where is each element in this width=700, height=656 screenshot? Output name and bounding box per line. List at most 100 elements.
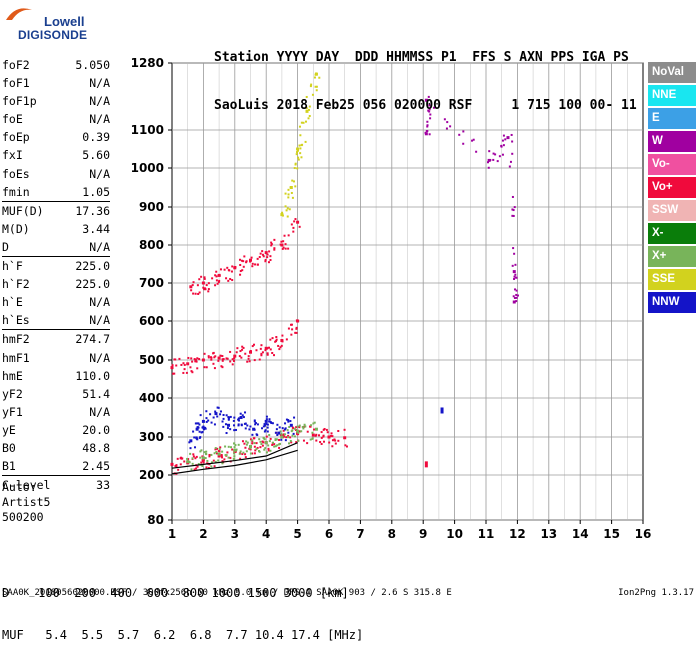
param-row: hmF1 N/A	[2, 349, 110, 367]
echo-point	[245, 450, 248, 453]
echo-point	[235, 351, 238, 354]
echo-point	[297, 433, 300, 436]
echo-point	[514, 288, 517, 291]
echo-point	[292, 432, 295, 435]
echo-point	[296, 149, 299, 152]
echo-point	[204, 427, 207, 430]
echo-point	[296, 220, 300, 224]
echo-point	[320, 436, 323, 439]
echo-point	[254, 449, 257, 452]
echo-point	[182, 371, 185, 374]
echo-point	[269, 259, 272, 262]
echo-point	[256, 423, 259, 426]
echo-point	[310, 424, 313, 427]
echo-point	[217, 406, 220, 409]
echo-point	[224, 423, 227, 426]
echo-point	[253, 452, 256, 455]
echo-point	[198, 430, 201, 433]
param-name: foEp	[2, 130, 30, 145]
echo-point	[246, 441, 249, 444]
echo-point	[295, 441, 298, 444]
echo-point	[233, 354, 237, 358]
echo-point	[273, 443, 276, 446]
echo-point	[205, 420, 208, 423]
echo-point	[210, 465, 213, 468]
echo-point	[198, 291, 201, 294]
file-info-footer: SAA0K_2018056020000.RSF / 300fx256h 50 k…	[2, 588, 452, 598]
y-tick-label: 300	[139, 430, 164, 444]
echo-point	[210, 453, 213, 456]
echo-point	[242, 265, 245, 268]
echo-point	[200, 431, 203, 434]
echo-point	[264, 349, 267, 352]
echo-point	[237, 417, 240, 420]
echo-point	[309, 425, 312, 428]
echo-point	[291, 434, 294, 437]
echo-point	[190, 289, 193, 292]
echo-point	[218, 447, 221, 450]
echo-point	[239, 270, 242, 273]
echo-point	[426, 99, 429, 102]
echo-point	[241, 348, 244, 351]
echo-point	[488, 150, 491, 153]
echo-point	[284, 433, 287, 436]
echo-point	[511, 264, 514, 267]
echo-point	[242, 346, 245, 349]
echo-point	[224, 454, 227, 457]
echo-point	[183, 368, 186, 371]
echo-point	[512, 214, 515, 217]
echo-point	[426, 125, 429, 128]
echo-point	[310, 83, 313, 86]
echo-point	[334, 442, 337, 445]
echo-point	[251, 452, 254, 455]
param-row: foF1p N/A	[2, 92, 110, 110]
echo-point	[179, 457, 182, 460]
param-row: hmF2 274.7	[2, 329, 110, 348]
echo-point	[264, 251, 268, 255]
echo-point	[322, 434, 325, 437]
echo-point	[313, 76, 316, 79]
echo-point	[228, 269, 231, 272]
echo-point	[230, 446, 233, 449]
param-name: hmE	[2, 368, 23, 383]
echo-point	[214, 460, 217, 463]
echo-point	[443, 118, 446, 121]
echo-point	[203, 352, 206, 355]
legend-item-nnw: NNW	[648, 292, 696, 313]
echo-point	[512, 270, 516, 274]
echo-point	[270, 243, 273, 246]
echo-point	[240, 259, 243, 262]
echo-point	[207, 356, 210, 359]
logo-digisonde: DIGISONDE	[18, 28, 88, 42]
echo-point	[258, 358, 261, 361]
echo-point	[290, 430, 293, 433]
y-tick-label: 1100	[131, 123, 164, 137]
x-tick-label: 9	[419, 527, 427, 541]
echo-point	[330, 432, 333, 435]
param-value: 51.4	[82, 386, 110, 401]
echo-point	[213, 423, 216, 426]
echo-point	[291, 179, 294, 182]
param-name: h`F2	[2, 277, 30, 292]
echo-point	[285, 436, 288, 439]
echo-point	[231, 279, 234, 282]
autoscaling-info: Auto: Artist5 500200	[2, 480, 50, 525]
echo-point	[300, 430, 303, 433]
echo-point	[189, 285, 193, 289]
echo-point	[194, 457, 197, 460]
echo-point	[261, 427, 264, 430]
echo-point	[306, 430, 309, 433]
param-name: fxI	[2, 148, 23, 163]
echo-point	[307, 108, 310, 111]
echo-point	[309, 438, 312, 441]
echo-point	[279, 346, 282, 349]
param-row: M(D) 3.44	[2, 220, 110, 238]
echo-point	[270, 421, 273, 424]
echo-point	[251, 440, 254, 443]
param-value: N/A	[89, 76, 110, 91]
legend-item-nne: NNE	[648, 85, 696, 106]
echo-point	[235, 428, 238, 431]
x-tick-label: 4	[262, 527, 270, 541]
echo-point	[303, 423, 306, 426]
legend-item-x-: X-	[648, 223, 696, 244]
